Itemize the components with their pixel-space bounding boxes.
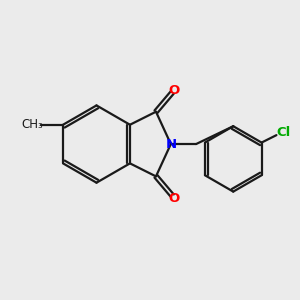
Text: O: O: [168, 83, 179, 97]
Text: O: O: [168, 192, 179, 205]
Text: CH₃: CH₃: [22, 118, 43, 131]
Text: N: N: [165, 138, 176, 151]
Text: Cl: Cl: [277, 126, 291, 139]
